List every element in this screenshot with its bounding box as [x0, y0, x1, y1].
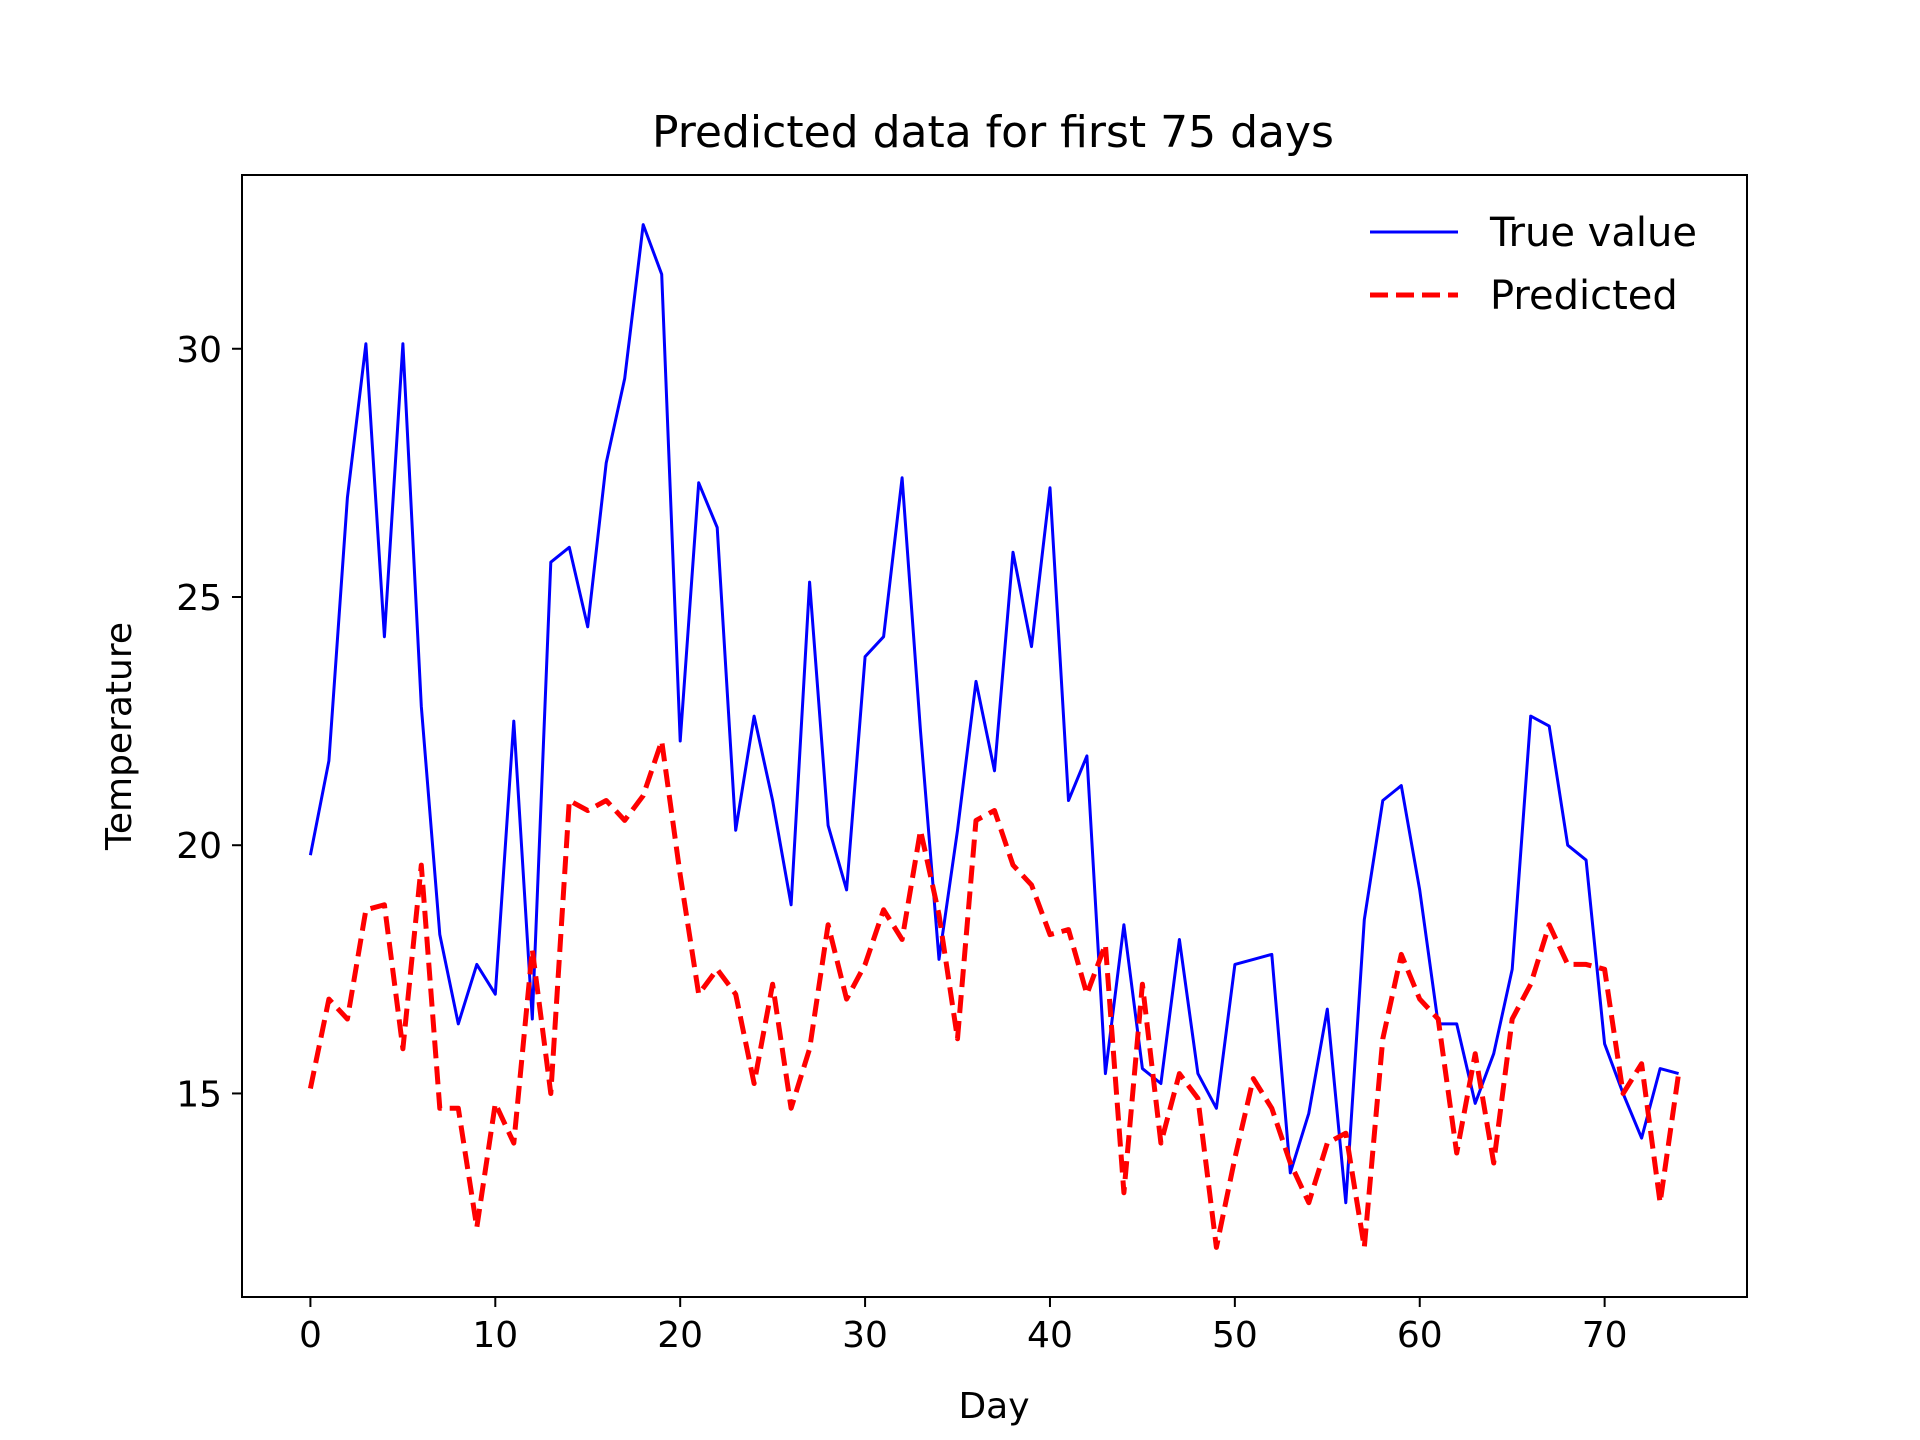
- y-tick-label: 25: [176, 578, 222, 619]
- x-tick-label: 30: [842, 1315, 888, 1356]
- plot-area: [241, 174, 1748, 1298]
- x-axis-label: Day: [958, 1386, 1029, 1427]
- series-line-predicted: [307, 738, 1682, 1250]
- y-tick-label: 20: [176, 826, 222, 867]
- x-tick-label: 50: [1212, 1315, 1258, 1356]
- y-tick-label: 30: [176, 330, 222, 371]
- x-tick-label: 40: [1027, 1315, 1073, 1356]
- chart-title: Predicted data for first 75 days: [652, 107, 1334, 158]
- series-layer: [307, 223, 1682, 1250]
- legend: True value Predicted: [1370, 210, 1697, 319]
- y-axis: 15 20 25 30: [176, 330, 242, 1115]
- plot-frame: [241, 174, 1748, 1298]
- legend-label: Predicted: [1490, 273, 1678, 319]
- series-line-true-value: [308, 223, 1679, 1205]
- x-tick-label: 70: [1582, 1315, 1628, 1356]
- x-tick-label: 20: [657, 1315, 703, 1356]
- x-tick-label: 0: [299, 1315, 322, 1356]
- y-tick-label: 15: [176, 1074, 222, 1115]
- x-tick-label: 60: [1397, 1315, 1443, 1356]
- x-tick-label: 10: [472, 1315, 518, 1356]
- y-axis-label: Temperature: [99, 622, 140, 851]
- x-axis: 0 10 20 30 40 50 60 70: [299, 1297, 1628, 1356]
- legend-label: True value: [1489, 210, 1697, 256]
